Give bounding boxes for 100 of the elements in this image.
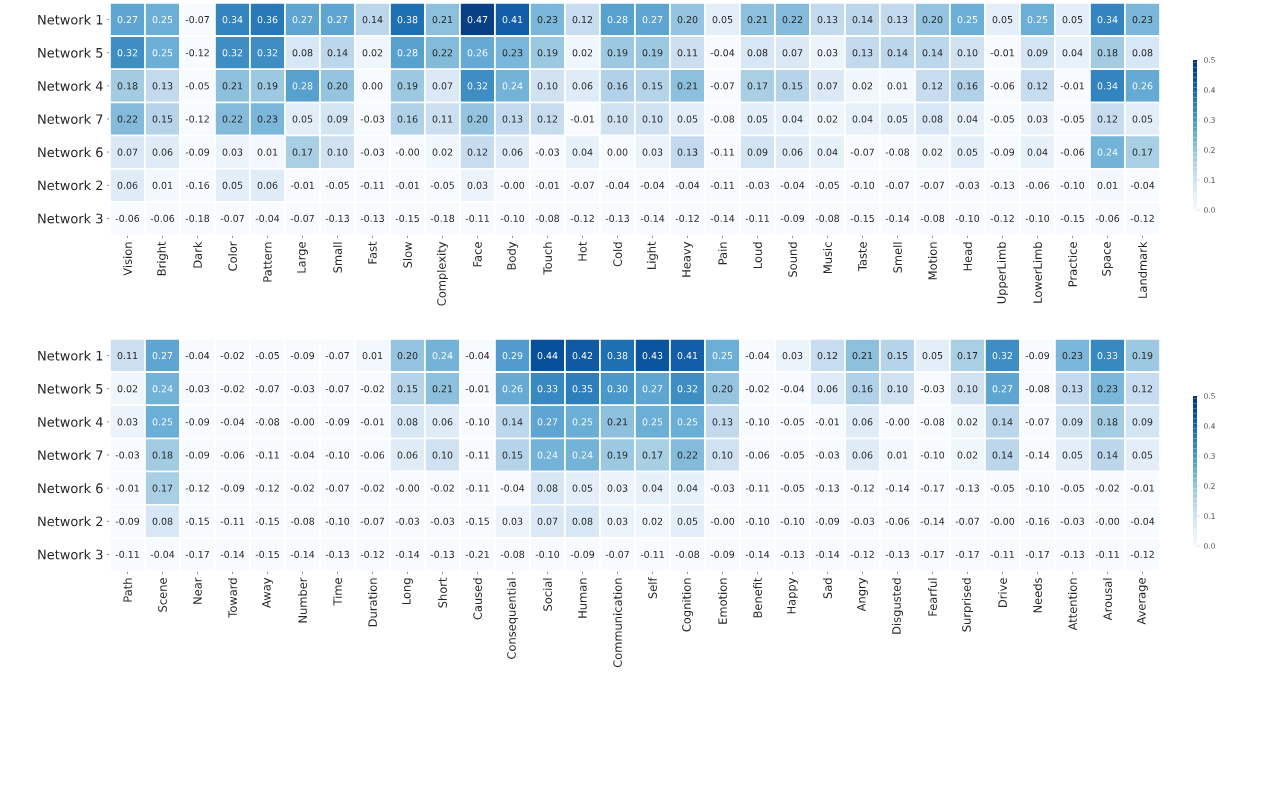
y-tick-label: Network 2	[38, 516, 103, 527]
x-tick-label: Complexity	[436, 241, 449, 306]
data-label: -0.06	[1060, 148, 1085, 156]
data-label: -0.03	[360, 115, 384, 123]
data-label: 0.23	[537, 15, 558, 24]
data-label: -0.14	[885, 214, 910, 223]
data-label: 0.02	[922, 148, 943, 156]
data-label: 0.14	[922, 49, 943, 57]
data-label: 0.07	[432, 82, 453, 90]
data-label: -0.08	[255, 418, 280, 426]
data-label: 0.11	[432, 115, 453, 123]
data-label: -0.04	[255, 214, 280, 223]
data-label: -0.09	[220, 484, 245, 492]
x-tick-label: Small	[333, 242, 342, 273]
data-label: 0.03	[1027, 115, 1048, 123]
data-label: 0.12	[467, 148, 488, 156]
data-label: 0.13	[817, 15, 838, 24]
data-label: 0.43	[642, 351, 663, 360]
x-tick-label: Bright	[156, 241, 169, 276]
data-label: -0.11	[115, 550, 139, 559]
data-label: 0.09	[1062, 418, 1083, 426]
data-label: -0.08	[535, 214, 560, 223]
data-label: 0.03	[467, 181, 488, 189]
x-tick-label: Long	[402, 578, 413, 605]
data-label: 0.01	[887, 451, 908, 459]
data-label: 0.08	[1132, 49, 1153, 57]
data-label: -0.03	[745, 181, 769, 189]
data-label: 0.21	[607, 418, 628, 426]
y-tick-label: Network 6	[38, 147, 103, 158]
data-label: 0.21	[432, 385, 453, 393]
x-tick-label: Arousal	[1103, 578, 1112, 621]
data-label: -0.03	[710, 484, 734, 492]
data-label: 0.07	[117, 148, 138, 156]
data-label: -0.11	[710, 148, 734, 156]
x-tick-label: Light	[646, 241, 659, 269]
data-label: -0.08	[815, 214, 840, 223]
data-label: 0.27	[117, 15, 138, 24]
data-label: -0.00	[500, 181, 525, 189]
x-tick-label: Duration	[368, 578, 377, 627]
data-label: -0.08	[290, 517, 315, 525]
data-label: -0.04	[150, 550, 175, 559]
data-label: -0.04	[220, 418, 245, 426]
data-label: 0.14	[887, 49, 908, 57]
data-label: 0.07	[817, 82, 838, 90]
data-label: 0.25	[642, 418, 663, 426]
data-label: 0.32	[222, 49, 243, 57]
x-tick-label: Landmark	[1138, 241, 1147, 298]
data-label: -0.04	[185, 351, 210, 360]
data-label: -0.01	[990, 49, 1014, 57]
data-label: -0.06	[1095, 214, 1120, 223]
data-label: 0.20	[677, 15, 698, 24]
data-label: -0.04	[465, 351, 490, 360]
x-tick-label: Sound	[788, 242, 797, 277]
x-tick-label: Motion	[928, 242, 937, 280]
data-label: 0.29	[502, 351, 523, 360]
x-tick-label: UpperLimb	[996, 242, 1009, 304]
data-label: 0.32	[257, 49, 278, 57]
data-label: -0.13	[990, 181, 1014, 189]
x-tick-label: Caused	[473, 578, 482, 620]
data-label: -0.15	[255, 517, 279, 525]
data-label: 0.24	[152, 385, 173, 393]
data-label: -0.10	[745, 517, 770, 525]
data-label: -0.14	[710, 214, 735, 223]
data-label: 0.02	[852, 82, 873, 90]
data-label: 0.06	[257, 181, 278, 189]
data-label: 0.36	[257, 15, 278, 24]
data-label: -0.06	[150, 214, 175, 223]
x-tick-label: Short	[438, 577, 447, 608]
data-label: -0.03	[360, 148, 384, 156]
data-label: 0.12	[572, 15, 593, 24]
data-label: 0.03	[642, 148, 663, 156]
x-tick-label: Fearful	[928, 578, 937, 616]
x-tick-label: Scene	[158, 578, 167, 612]
x-tick-label: Head	[963, 242, 972, 271]
data-label: 0.15	[887, 351, 908, 360]
data-label: -0.09	[185, 451, 210, 459]
x-tick-label: Human	[578, 578, 587, 618]
data-label: 0.05	[887, 115, 908, 123]
x-tick-label: Drive	[998, 578, 1007, 607]
x-tick-label: Time	[333, 578, 342, 606]
data-label: -0.04	[1130, 517, 1155, 525]
data-label: -0.07	[920, 181, 944, 189]
data-label: 0.01	[1097, 181, 1118, 189]
data-label: 0.42	[572, 351, 593, 360]
x-tick-label: Dark	[193, 241, 202, 268]
y-tick-label: Network 5	[38, 47, 103, 58]
data-label: 0.21	[747, 15, 768, 24]
data-label: -0.11	[220, 517, 244, 525]
data-label: 0.04	[677, 484, 698, 492]
data-label: -0.10	[535, 550, 560, 559]
data-label: 0.05	[572, 484, 593, 492]
data-label: 0.03	[607, 517, 628, 525]
data-label: -0.01	[115, 484, 139, 492]
data-label: 0.06	[852, 451, 873, 459]
data-label: 0.21	[432, 15, 453, 24]
data-label: 0.05	[992, 15, 1013, 24]
data-label: -0.08	[675, 550, 700, 559]
data-label: 0.23	[502, 49, 523, 57]
data-label: -0.00	[885, 418, 910, 426]
data-label: 0.27	[642, 15, 663, 24]
